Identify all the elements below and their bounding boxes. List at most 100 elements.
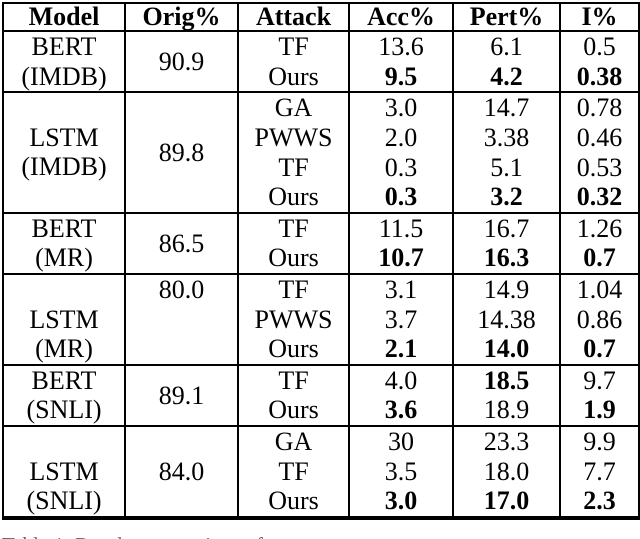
i-cell: 9.7 [559, 364, 640, 396]
table-body: BERT (IMDB) 90.9 TF 13.6 6.1 0.5 Ours 9.5 4.2 0.38… [2, 31, 640, 519]
i-cell-value: 0.7 [583, 243, 616, 273]
attack-cell-value: GA [274, 427, 313, 456]
attack-cell: PWWS [237, 304, 350, 335]
pert-cell-value: 16.7 [483, 213, 530, 243]
model-dataset: (IMDB) [21, 61, 107, 91]
pert-cell: 14.0 [452, 334, 561, 366]
i-cell: 7.7 [559, 456, 640, 487]
acc-cell-value: 11.5 [378, 213, 424, 243]
pert-cell: 6.1 [452, 31, 561, 62]
i-cell: 1.9 [559, 395, 640, 427]
orig-accuracy-cell: 89.8 [124, 92, 239, 214]
acc-cell-value: 3.5 [384, 456, 418, 486]
table-row: BERT (SNLI) 89.1 TF 4.0 18.5 9.7 [2, 364, 640, 428]
pert-cell-value: 14.0 [483, 334, 530, 364]
model-cell: LSTM (MR) [2, 273, 126, 366]
pert-cell: 14.7 [452, 92, 561, 123]
attack-cell: TF [237, 273, 350, 305]
caption-partial: Table 1: Results comparison of … [2, 533, 638, 539]
table-row: BERT (IMDB) 90.9 TF 13.6 6.1 0.5 [2, 31, 640, 94]
i-cell-value: 0.32 [576, 182, 623, 212]
i-cell-value: 7.7 [583, 456, 616, 486]
acc-cell: 30 [348, 426, 454, 457]
pert-cell-value: 6.1 [490, 32, 523, 61]
model-cell: BERT (IMDB) [2, 31, 126, 94]
i-cell: 2.3 [559, 486, 640, 519]
acc-cell-value: 0.3 [384, 152, 418, 182]
pert-cell-value: 3.38 [483, 122, 530, 152]
i-cell-value: 0.38 [576, 61, 623, 91]
table-row: Ours 3.6 18.9 1.9 [3, 395, 640, 427]
pert-cell-value: 14.9 [483, 274, 530, 304]
attack-cell: Ours [237, 334, 350, 366]
acc-cell: 2.0 [348, 122, 454, 153]
table-row: LSTM (SNLI) 84.0 GA 30 23.3 9.9 [2, 426, 640, 519]
model-cell: BERT (SNLI) [2, 364, 126, 428]
model-name: LSTM [29, 304, 99, 334]
attack-cell: TF [237, 212, 350, 244]
orig-accuracy-cell: 84.0 [124, 426, 239, 519]
orig-accuracy-cell: 89.1 [124, 364, 239, 428]
i-cell-value: 0.78 [576, 93, 623, 123]
pert-cell: 16.7 [452, 212, 561, 244]
pert-cell: 23.3 [452, 426, 561, 457]
attack-cell-value: TF [278, 456, 309, 486]
attack-cell: PWWS [237, 122, 350, 153]
model-name: BERT [31, 365, 97, 395]
table-row: Ours 3.0 17.0 2.3 [3, 486, 640, 519]
model-name: LSTM [29, 122, 99, 152]
acc-cell: 13.6 [348, 31, 454, 62]
i-cell-value: 0.86 [576, 304, 623, 334]
attack-cell-value: Ours [268, 395, 319, 425]
pert-cell-value: 18.0 [483, 456, 530, 486]
column-header-ipct: I% [559, 3, 640, 32]
pert-cell: 17.0 [452, 486, 561, 519]
attack-cell-value: Ours [268, 243, 319, 273]
i-cell: 0.32 [559, 182, 640, 214]
model-cell: LSTM (IMDB) [2, 92, 126, 214]
pert-cell: 5.1 [452, 152, 561, 183]
attack-cell: Ours [237, 486, 350, 519]
results-table: Model Orig% Attack Acc% Pert% I% BERT (IMDB) 90… [2, 2, 640, 520]
table-row: Ours 2.1 14.0 0.7 [3, 334, 640, 366]
table-row: BERT (MR) 86.5 TF 11.5 16.7 1.26 [2, 212, 640, 275]
attack-cell: TF [237, 31, 350, 62]
attack-cell-value: TF [278, 32, 309, 61]
attack-cell-value: TF [278, 274, 309, 304]
pert-cell-value: 4.2 [490, 61, 523, 91]
attack-cell-value: Ours [268, 334, 319, 364]
i-cell-value: 1.9 [583, 395, 616, 425]
acc-cell: 3.6 [348, 395, 454, 427]
column-header-model: Model [2, 3, 126, 32]
model-dataset: (MR) [35, 334, 93, 364]
pert-cell-value: 14.38 [477, 304, 536, 334]
pert-cell-value: 17.0 [483, 486, 530, 516]
acc-cell-value: 9.5 [384, 61, 418, 91]
acc-cell-value: 2.1 [384, 334, 418, 364]
i-cell-value: 0.46 [576, 122, 623, 152]
pert-cell-value: 5.1 [490, 152, 523, 182]
attack-cell-value: Ours [268, 61, 319, 91]
acc-cell: 9.5 [348, 61, 454, 94]
attack-cell: GA [237, 426, 350, 457]
pert-cell-value: 3.2 [490, 182, 523, 212]
i-cell-value: 2.3 [583, 486, 616, 516]
acc-cell-value: 0.3 [384, 182, 418, 212]
acc-cell: 4.0 [348, 364, 454, 396]
attack-cell: Ours [237, 182, 350, 214]
attack-cell: TF [237, 364, 350, 396]
i-cell: 0.38 [559, 61, 640, 94]
pert-cell: 18.9 [452, 395, 561, 427]
column-header-attack: Attack [237, 3, 350, 32]
attack-cell-value: Ours [268, 486, 319, 516]
table-row: LSTM (IMDB) 89.8 GA 3.0 14.7 0.78 [2, 92, 640, 214]
acc-cell-value: 30 [388, 427, 414, 456]
table-row: Ours 0.3 3.2 0.32 [3, 182, 640, 214]
acc-cell-value: 3.6 [384, 395, 418, 425]
attack-cell-value: Ours [268, 182, 319, 212]
i-cell: 0.7 [559, 334, 640, 366]
column-header-origpct: Orig% [124, 3, 239, 32]
i-cell: 0.46 [559, 122, 640, 153]
i-cell: 0.5 [559, 31, 640, 62]
i-cell: 0.7 [559, 243, 640, 275]
